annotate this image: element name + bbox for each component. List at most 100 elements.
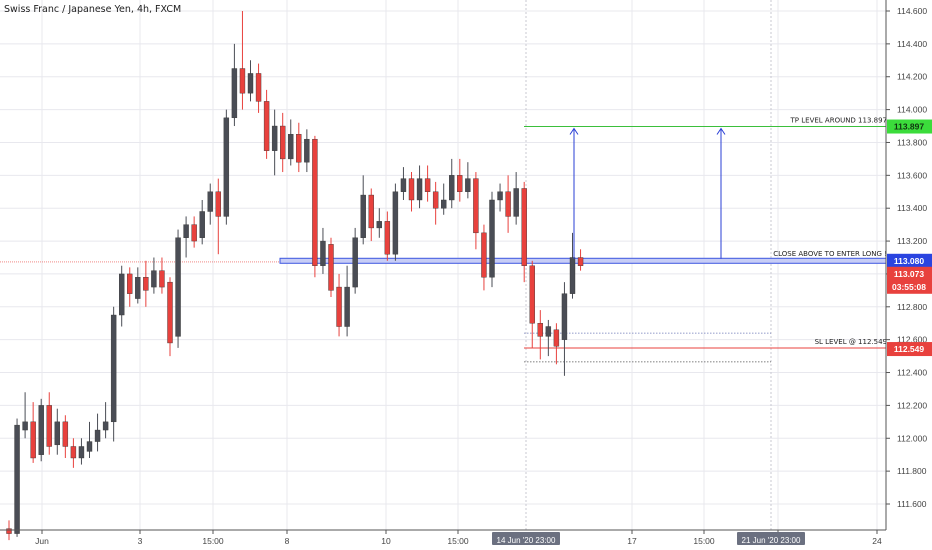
sl-price-badge: 112.549 (887, 342, 932, 357)
prev-close-badge-bg (887, 266, 932, 281)
price-tick-label: 111.600 (897, 499, 927, 509)
candle-up (441, 183, 447, 215)
candle-body (22, 421, 28, 431)
time-highlight-text: 14 Jun '20 23:00 (497, 536, 556, 545)
candle-body (239, 68, 246, 94)
candle-down (215, 178, 222, 255)
tp-annotation: TP LEVEL AROUND 113.897 (790, 117, 887, 125)
candle-down (424, 165, 431, 202)
price-tick-label: 112.800 (897, 302, 927, 312)
candle-body (360, 194, 366, 238)
price-tick-label: 112.000 (897, 433, 927, 443)
crosshair-vertical-lines (525, 0, 772, 530)
time-highlight-text: 21 Jun '20 23:00 (742, 536, 801, 545)
time-highlight-bg (737, 532, 805, 545)
up-arrow (569, 127, 579, 259)
level-annotations: TP LEVEL AROUND 113.897 CLOSE ABOVE TO EN… (773, 117, 887, 347)
candle-down (159, 257, 165, 294)
candle-body (529, 265, 535, 324)
candle-down (167, 277, 173, 357)
candle-body (368, 194, 374, 229)
price-tick-label: 113.200 (897, 236, 927, 246)
current-price-badge-text: 113.080 (894, 256, 925, 266)
candle-up (513, 172, 519, 225)
candle-body (465, 178, 471, 192)
candle-up (183, 216, 189, 258)
candle-up (207, 183, 213, 225)
candle-down (473, 172, 479, 250)
candle-down (280, 112, 286, 173)
candle-body (561, 293, 568, 340)
candle-body (102, 421, 109, 431)
prev-close-badge-text: 113.073 (894, 269, 925, 279)
prev-close-badge: 113.073 (887, 266, 932, 281)
candle-up (392, 183, 399, 261)
candle-body (271, 125, 278, 151)
price-tick-label: 114.600 (897, 6, 927, 16)
candle-body (296, 134, 302, 163)
candle-up (352, 227, 358, 294)
candle-body (94, 429, 101, 442)
candle-body (416, 178, 423, 201)
candle-body (207, 191, 213, 212)
candle-down (457, 158, 463, 202)
current-price-badge: 113.080 (887, 253, 932, 268)
candle-down (263, 89, 270, 159)
candle-body (38, 405, 44, 455)
time-tick-label: 15:00 (693, 536, 715, 546)
candle-up (400, 167, 407, 200)
candle-body (545, 326, 552, 337)
candle-down (408, 172, 415, 212)
candle-body (449, 175, 455, 201)
time-tick-label: 17 (627, 536, 637, 546)
current-price-badge-bg (887, 253, 932, 268)
candle-down (529, 260, 535, 348)
candle-down (553, 323, 560, 365)
candle-body (320, 240, 326, 266)
candle-up (545, 319, 552, 357)
countdown-badge-text: 03:55:08 (892, 282, 926, 292)
candle-up (94, 413, 101, 452)
candle-body (473, 178, 479, 234)
candle-up (449, 158, 455, 209)
candle-body (127, 273, 133, 294)
candle-body (344, 286, 350, 327)
candle-body (400, 178, 407, 192)
price-tick-label: 112.200 (897, 400, 927, 410)
candle-body (304, 138, 310, 163)
candle-down (336, 273, 342, 337)
candle-body (215, 191, 222, 217)
candle-body (424, 178, 431, 192)
price-axis[interactable]: 111.600 111.800 112.000 112.200 112.400 112.6… (885, 0, 927, 530)
candle-body (78, 446, 85, 459)
candle-body (223, 117, 230, 217)
candle-body (513, 188, 519, 217)
candle-body (280, 125, 286, 160)
price-tick-label: 113.400 (897, 203, 927, 213)
candle-body (167, 281, 173, 344)
candle-down (368, 188, 374, 242)
candle-down (505, 175, 511, 233)
candle-body (135, 277, 141, 299)
candle-down (432, 181, 439, 225)
candle-down (62, 415, 69, 458)
tp-price-badge-text: 113.897 (894, 122, 925, 132)
price-tick-label: 113.800 (897, 137, 927, 147)
candle-down (296, 122, 302, 173)
candle-up (54, 408, 60, 455)
candle-up (231, 43, 238, 127)
price-tick-label: 112.400 (897, 368, 927, 378)
time-tick-label: 24 (872, 536, 882, 546)
candle-down (328, 237, 334, 297)
candle-body (505, 191, 511, 217)
candle-body (481, 232, 487, 278)
time-highlight-label: 21 Jun '20 23:00 (737, 532, 805, 545)
candle-body (30, 421, 36, 459)
price-tick-label: 114.200 (897, 72, 927, 82)
candle-body (336, 286, 342, 327)
candle-down (521, 181, 527, 283)
candle-up (102, 402, 109, 439)
candle-up (199, 199, 205, 245)
